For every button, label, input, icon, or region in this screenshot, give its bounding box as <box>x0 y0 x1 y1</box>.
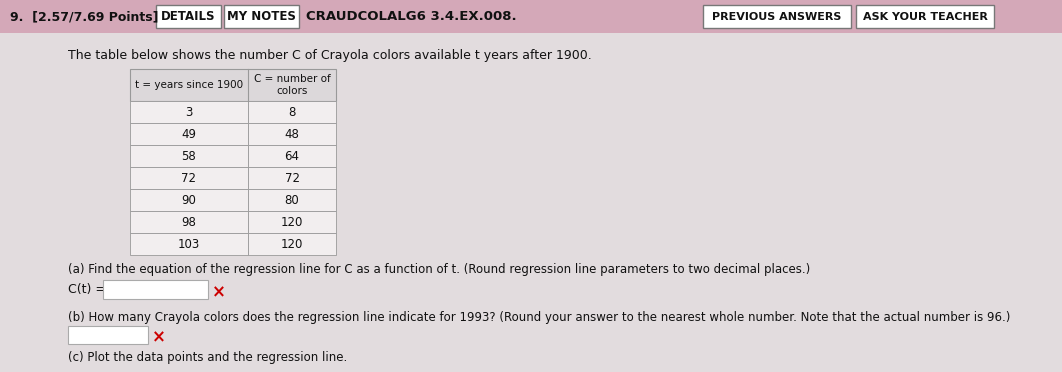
Bar <box>130 211 249 233</box>
Bar <box>0 0 1062 33</box>
Text: (b) How many Crayola colors does the regression line indicate for 1993? (Round y: (b) How many Crayola colors does the reg… <box>68 311 1010 324</box>
Bar <box>249 123 336 145</box>
Bar <box>103 279 208 298</box>
Text: 64: 64 <box>285 150 299 163</box>
Bar <box>249 101 336 123</box>
Text: 80: 80 <box>285 193 299 206</box>
Text: 8: 8 <box>288 106 295 119</box>
Text: 72: 72 <box>182 171 196 185</box>
Text: ×: × <box>152 328 166 346</box>
Text: DETAILS: DETAILS <box>161 10 216 23</box>
Bar <box>249 233 336 255</box>
Text: 3: 3 <box>185 106 192 119</box>
Bar <box>249 211 336 233</box>
Text: 9.  [2.57/7.69 Points]: 9. [2.57/7.69 Points] <box>10 10 158 23</box>
Text: The table below shows the number C of Crayola colors available t years after 190: The table below shows the number C of Cr… <box>68 48 592 61</box>
Bar <box>130 123 249 145</box>
Text: (a) Find the equation of the regression line for C as a function of t. (Round re: (a) Find the equation of the regression … <box>68 263 810 276</box>
Text: 120: 120 <box>280 215 303 228</box>
Bar <box>249 167 336 189</box>
Text: 120: 120 <box>280 237 303 250</box>
Bar <box>130 101 249 123</box>
Bar <box>249 189 336 211</box>
Text: C = number of
colors: C = number of colors <box>254 74 330 96</box>
Bar <box>130 145 249 167</box>
Bar <box>156 5 221 28</box>
Text: ×: × <box>212 283 226 301</box>
Text: MY NOTES: MY NOTES <box>227 10 296 23</box>
Text: 49: 49 <box>182 128 196 141</box>
Bar <box>68 326 148 344</box>
Bar <box>703 5 851 28</box>
Text: (c) Plot the data points and the regression line.: (c) Plot the data points and the regress… <box>68 350 347 363</box>
Text: CRAUDCOLALG6 3.4.EX.008.: CRAUDCOLALG6 3.4.EX.008. <box>306 10 516 23</box>
Text: 72: 72 <box>285 171 299 185</box>
Text: PREVIOUS ANSWERS: PREVIOUS ANSWERS <box>713 12 842 22</box>
Bar <box>130 233 249 255</box>
Text: 90: 90 <box>182 193 196 206</box>
Bar <box>130 167 249 189</box>
Bar <box>249 145 336 167</box>
Bar <box>224 5 299 28</box>
Text: C(t) =: C(t) = <box>68 282 106 295</box>
Bar <box>130 189 249 211</box>
Text: 58: 58 <box>182 150 196 163</box>
Text: 98: 98 <box>182 215 196 228</box>
Text: t = years since 1900: t = years since 1900 <box>135 80 243 90</box>
Text: ASK YOUR TEACHER: ASK YOUR TEACHER <box>862 12 988 22</box>
Bar <box>130 69 336 101</box>
Text: 48: 48 <box>285 128 299 141</box>
Bar <box>856 5 994 28</box>
Text: 103: 103 <box>177 237 200 250</box>
